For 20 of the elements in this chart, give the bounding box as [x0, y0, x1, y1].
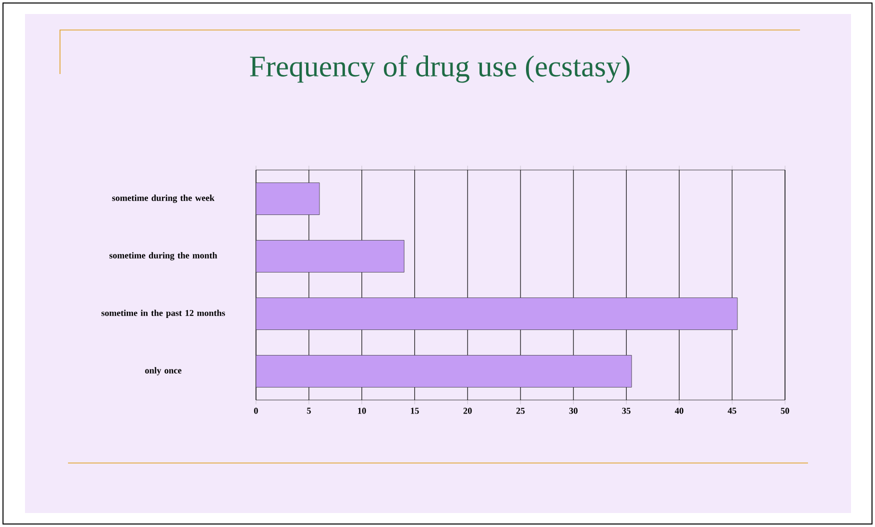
- chart-title: Frequency of drug use (ecstasy): [250, 55, 630, 83]
- x-tick-label: 30: [569, 408, 578, 414]
- x-tick-label: 0: [254, 408, 258, 414]
- y-tick-label: sometime in the past 12 months: [101, 310, 226, 318]
- y-tick-label: sometime during the month: [109, 252, 218, 260]
- x-tick-label: 35: [622, 408, 630, 414]
- x-tick-label: 50: [780, 408, 790, 414]
- bar: [256, 240, 404, 272]
- x-tick-label: 25: [516, 408, 525, 414]
- x-tick-label: 45: [728, 408, 736, 414]
- y-tick-label: sometime during the week: [112, 194, 215, 203]
- x-tick-label: 20: [463, 408, 472, 414]
- y-tick-label: only once: [145, 367, 182, 376]
- bar: [256, 355, 632, 388]
- x-tick-label: 10: [358, 408, 366, 414]
- x-tick-label: 40: [674, 408, 684, 414]
- x-tick-label: 15: [410, 408, 419, 414]
- x-tick-label: 5: [307, 408, 311, 414]
- bar: [256, 182, 320, 215]
- bar: [256, 298, 738, 330]
